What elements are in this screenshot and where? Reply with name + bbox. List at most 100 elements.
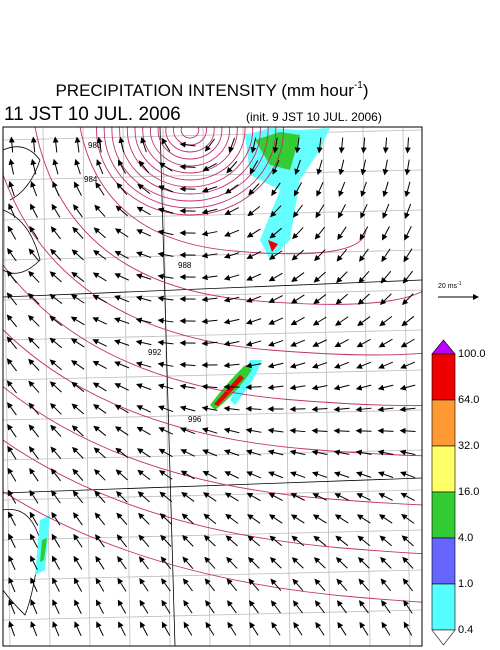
wind-vector	[402, 578, 414, 592]
wind-vector	[333, 384, 350, 391]
wind-vector	[334, 339, 349, 347]
wind-vector	[333, 449, 350, 456]
wind-vector	[157, 295, 174, 302]
wind-vector	[50, 468, 61, 482]
color-bar-label: 32.0	[458, 440, 479, 452]
wind-vector	[50, 446, 62, 460]
wind-vector	[399, 427, 416, 434]
wind-vector	[291, 249, 305, 261]
wind-vector	[293, 182, 303, 197]
wind-vector	[94, 490, 106, 503]
wind-vector	[28, 248, 40, 262]
wind-vector	[360, 181, 367, 198]
grid-line	[3, 529, 422, 541]
wind-vector	[30, 158, 37, 175]
wind-vector	[159, 513, 172, 525]
wind-vector	[335, 316, 349, 326]
wind-vector	[182, 556, 194, 570]
wind-vector	[114, 228, 129, 238]
wind-vector	[71, 271, 85, 282]
wind-vector	[201, 318, 218, 325]
wind-vector	[337, 621, 347, 636]
wind-vector	[74, 599, 82, 614]
wind-vector	[139, 599, 149, 614]
wind-vector	[93, 404, 107, 414]
wind-vector	[247, 514, 261, 524]
wind-vector	[8, 599, 16, 615]
wind-vector	[360, 137, 367, 154]
wind-vector	[246, 471, 262, 479]
wind-vector	[311, 449, 328, 456]
wind-vector	[311, 427, 328, 434]
wind-vector	[355, 384, 372, 391]
wind-vector	[315, 204, 325, 219]
grid-line	[3, 609, 422, 621]
wind-vector	[7, 225, 17, 240]
wind-vector	[135, 361, 152, 368]
wind-vector	[338, 204, 346, 219]
wind-vector	[246, 251, 261, 259]
wind-vector	[27, 292, 40, 305]
wind-vector	[294, 159, 301, 176]
wind-vector	[312, 316, 327, 326]
contour-label: 996	[188, 415, 202, 424]
wind-vector	[8, 555, 16, 571]
color-bar-label: 1.0	[458, 578, 473, 590]
color-bar-label: 0.4	[458, 624, 473, 636]
wind-vector	[201, 427, 218, 434]
wind-vector	[291, 535, 305, 547]
wind-vector	[379, 316, 393, 327]
wind-vector	[378, 361, 394, 369]
wind-vector	[117, 159, 127, 174]
wind-vector	[29, 225, 39, 240]
wind-vector	[160, 534, 172, 547]
wind-vector	[183, 621, 193, 636]
wind-vector	[316, 159, 323, 176]
map: 980 984 988 992 996	[3, 127, 422, 646]
wind-vector	[223, 362, 240, 369]
wind-vector	[93, 227, 106, 239]
wind-vector	[314, 249, 326, 262]
wind-vector	[28, 270, 40, 283]
wind-vector	[158, 185, 174, 193]
wind-vector	[355, 449, 372, 456]
wind-vector	[117, 556, 127, 570]
wind-vector	[6, 358, 17, 372]
init-time: (init. 9 JST 10 JUL. 2006)	[246, 110, 382, 124]
wind-vector	[138, 160, 150, 174]
contour-label: 992	[148, 348, 162, 357]
wind-vector	[92, 382, 107, 392]
wind-vector	[228, 137, 235, 154]
wind-vector	[382, 203, 390, 219]
wind-vector	[72, 468, 84, 481]
wind-vector	[292, 578, 304, 591]
wind-vector	[114, 295, 130, 303]
wind-vector	[8, 180, 15, 197]
wind-vector	[94, 512, 106, 526]
wind-vector	[30, 181, 38, 197]
wind-vector	[292, 204, 303, 218]
wind-vector	[29, 489, 39, 504]
wind-vector	[136, 229, 152, 237]
wind-vector	[179, 361, 196, 368]
wind-vector	[157, 317, 174, 324]
isobar	[3, 439, 422, 555]
wind-vector	[291, 557, 304, 569]
wind-vector	[70, 316, 85, 326]
wind-vector	[7, 467, 17, 482]
wind-vector	[268, 493, 283, 501]
wind-vector	[74, 181, 82, 196]
wind-vector	[223, 340, 240, 347]
wind-vector	[202, 162, 217, 172]
wind-vector	[359, 226, 369, 241]
wind-vector	[71, 425, 84, 437]
wind-vector	[313, 535, 327, 547]
wind-vector	[269, 535, 283, 547]
wind-vector	[314, 226, 326, 240]
wind-vector	[203, 535, 216, 547]
wind-vector	[289, 427, 306, 434]
wind-vector	[312, 493, 327, 501]
wind-vector	[311, 406, 328, 413]
wind-vector	[70, 294, 85, 304]
